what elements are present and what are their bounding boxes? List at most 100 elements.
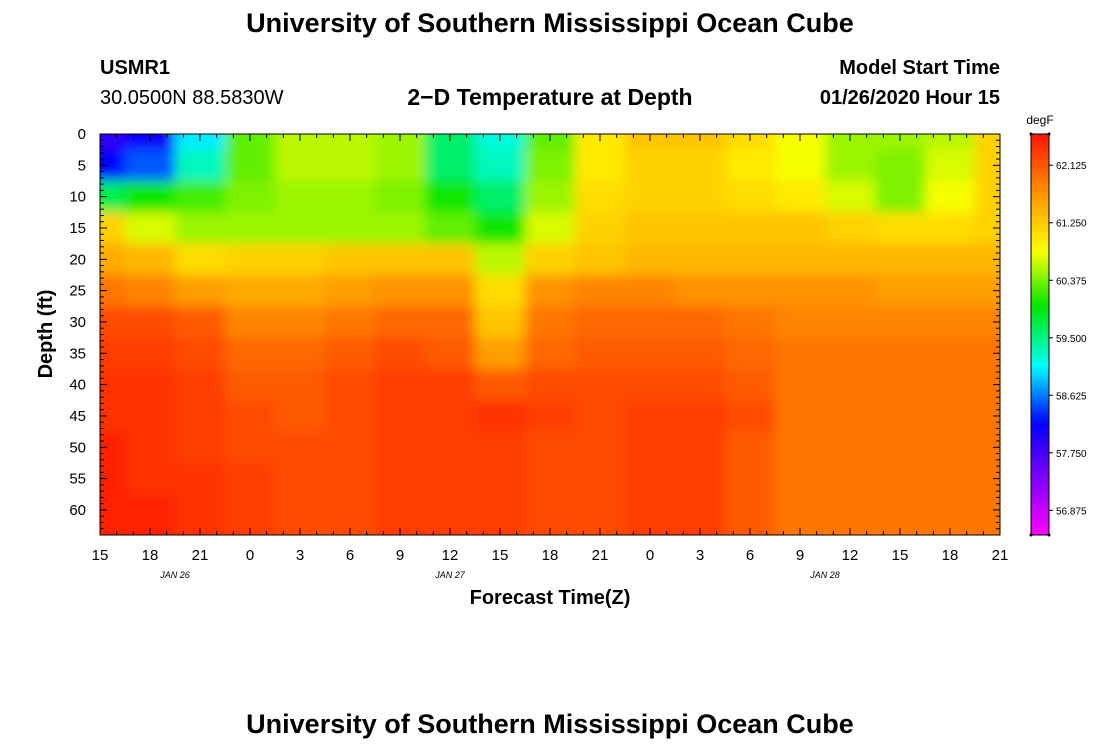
heatmap-cell — [275, 306, 326, 339]
heatmap-cell — [425, 400, 476, 433]
x-tick-label: 3 — [296, 547, 304, 564]
x-tick-label: 6 — [746, 547, 754, 564]
heatmap-cell — [100, 306, 126, 339]
heatmap-cell — [775, 274, 826, 307]
heatmap-cell — [425, 431, 476, 464]
heatmap-cell — [125, 243, 176, 276]
x-tick-label: 3 — [696, 547, 704, 564]
heatmap-cell — [575, 180, 626, 213]
heatmap-cell — [775, 431, 826, 464]
heatmap-cell — [475, 149, 526, 182]
heatmap-cell — [125, 180, 176, 213]
heatmap-cell — [625, 306, 676, 339]
page-title: University of Southern Mississippi Ocean… — [246, 8, 854, 38]
heatmap-cell — [475, 462, 526, 495]
heatmap-cell — [275, 494, 326, 523]
heatmap-cell — [225, 149, 276, 182]
heatmap-cell — [225, 494, 276, 523]
heatmap-cell — [725, 368, 776, 401]
x-tick-label: 18 — [542, 547, 559, 564]
x-tick-label: 9 — [396, 547, 404, 564]
heatmap-cell — [325, 431, 376, 464]
y-tick-label: 5 — [78, 157, 86, 174]
heatmap-cell — [925, 180, 976, 213]
heatmap-cell — [925, 212, 976, 245]
x-date-label: JAN 28 — [809, 570, 840, 580]
heatmap-cell — [875, 337, 926, 370]
heatmap-cell — [425, 212, 476, 245]
heatmap-cell — [575, 306, 626, 339]
x-tick-label: 6 — [346, 547, 354, 564]
heatmap-cell — [325, 134, 376, 151]
heatmap-cell — [825, 462, 876, 495]
heatmap-cell — [575, 274, 626, 307]
y-tick-label: 35 — [69, 345, 86, 362]
heatmap-cell — [475, 274, 526, 307]
y-tick-label: 55 — [69, 471, 86, 488]
heatmap-cell — [875, 180, 926, 213]
heatmap-cell — [875, 274, 926, 307]
heatmap-cell — [525, 494, 576, 523]
colorbar-tick-label: 62.125 — [1056, 161, 1087, 172]
heatmap-cell — [175, 400, 226, 433]
heatmap-cell — [625, 462, 676, 495]
heatmap-cell — [375, 243, 426, 276]
heatmap-cell — [225, 180, 276, 213]
heatmap-cell — [475, 368, 526, 401]
heatmap-cell — [100, 243, 126, 276]
heatmap-cell — [575, 462, 626, 495]
heatmap-cell — [675, 212, 726, 245]
heatmap-cell — [175, 180, 226, 213]
heatmap-cell — [475, 337, 526, 370]
heatmap-cell — [625, 431, 676, 464]
heatmap-cell — [775, 306, 826, 339]
heatmap-cell — [775, 134, 826, 151]
heatmap-cell — [275, 212, 326, 245]
heatmap-cell — [225, 462, 276, 495]
heatmap-cell — [525, 337, 576, 370]
heatmap-cell — [375, 400, 426, 433]
heatmap-cell — [625, 368, 676, 401]
heatmap-cell — [875, 368, 926, 401]
heatmap-cell — [575, 212, 626, 245]
colorbar-tick-label: 58.625 — [1056, 391, 1087, 402]
heatmap-cell — [625, 180, 676, 213]
colorbar-corner-dot — [1029, 132, 1033, 136]
y-tick-label: 30 — [69, 314, 86, 331]
heatmap-cell — [100, 212, 126, 245]
heatmap-cell — [825, 243, 876, 276]
heatmap-cell — [425, 494, 476, 523]
heatmap-cell — [825, 494, 876, 523]
heatmap-cell — [925, 337, 976, 370]
heatmap-cell — [575, 400, 626, 433]
x-tick-label: 21 — [992, 547, 1009, 564]
heatmap-cell — [375, 180, 426, 213]
heatmap-cell — [625, 243, 676, 276]
heatmap-cell — [825, 400, 876, 433]
heatmap-cell — [375, 134, 426, 151]
heatmap-cell — [125, 337, 176, 370]
heatmap-cell — [125, 431, 176, 464]
heatmap-cell — [925, 149, 976, 182]
heatmap-cell — [825, 180, 876, 213]
x-tick-label: 15 — [92, 547, 109, 564]
heatmap-cell — [375, 368, 426, 401]
heatmap-cell — [325, 400, 376, 433]
colorbar-unit: degF — [1026, 113, 1053, 127]
x-tick-label: 9 — [796, 547, 804, 564]
heatmap-cell — [575, 243, 626, 276]
heatmap-cell — [525, 368, 576, 401]
heatmap-cell — [225, 431, 276, 464]
heatmap-cell — [875, 400, 926, 433]
heatmap-cell — [100, 368, 126, 401]
heatmap-cell — [475, 494, 526, 523]
heatmap-cell — [525, 180, 576, 213]
heatmap-cell — [125, 134, 176, 151]
heatmap-cell — [825, 337, 876, 370]
heatmap-cell — [625, 149, 676, 182]
heatmap-cell — [725, 134, 776, 151]
heatmap-cell — [475, 180, 526, 213]
x-tick-label: 21 — [192, 547, 209, 564]
heatmap-cell — [225, 400, 276, 433]
